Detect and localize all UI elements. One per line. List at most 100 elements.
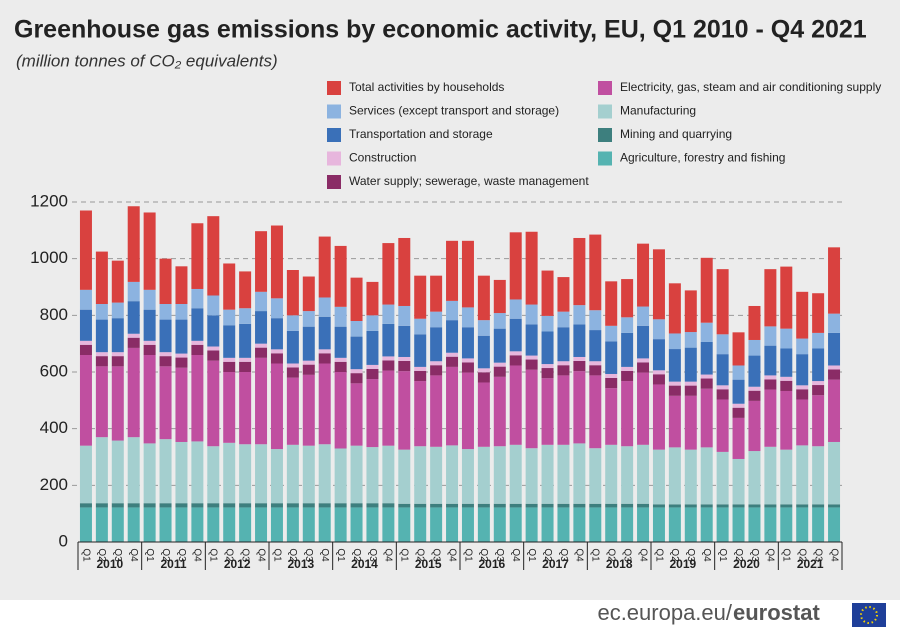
bar-segment (812, 446, 825, 505)
bar-segment (700, 374, 713, 379)
bar-segment (223, 507, 236, 542)
bar-segment (350, 336, 363, 370)
bar-segment (812, 348, 825, 382)
bar-segment (716, 504, 729, 508)
bar-segment (95, 507, 108, 542)
bar-segment (509, 507, 522, 542)
bar-segment (255, 311, 268, 344)
x-tick-label: Q4 (701, 548, 712, 562)
bar-segment (334, 372, 347, 449)
x-tick-label: Q1 (144, 548, 155, 562)
bar-segment (302, 326, 315, 361)
bar-segment (637, 358, 650, 363)
bar-segment (350, 503, 363, 508)
bar-segment (493, 313, 506, 329)
bar-segment (525, 231, 538, 305)
bar-segment (175, 266, 188, 304)
bar-segment (668, 507, 681, 542)
bar-segment (684, 395, 697, 450)
bar-segment (557, 327, 570, 362)
bar-segment (334, 245, 347, 307)
bar-segment (589, 234, 602, 311)
bar-segment (366, 281, 379, 316)
bar-segment (461, 327, 474, 359)
x-tick-label: Q3 (112, 548, 123, 562)
bar-segment (780, 390, 793, 450)
bar-segment (493, 376, 506, 447)
bar-segment (812, 385, 825, 396)
bar-segment (79, 503, 92, 508)
bar-segment (684, 449, 697, 505)
bar-segment (223, 372, 236, 443)
bar-segment (430, 375, 443, 447)
bar-segment (796, 445, 809, 505)
bar-segment (652, 384, 665, 450)
bar-segment (334, 326, 347, 358)
bar-segment (461, 507, 474, 542)
bar-segment (557, 361, 570, 366)
bar-segment (239, 308, 252, 324)
bar-segment (382, 445, 395, 504)
bar-segment (525, 304, 538, 325)
x-tick-label: Q2 (224, 548, 235, 562)
bar-segment (398, 325, 411, 357)
bar-segment (652, 370, 665, 375)
bar-segment (143, 289, 156, 310)
x-tick-label: Q4 (574, 548, 585, 562)
x-tick-label: Q4 (637, 548, 648, 562)
bar-segment (255, 231, 268, 292)
bar-segment (637, 503, 650, 508)
bar-segment (382, 243, 395, 305)
bar-segment (525, 507, 538, 542)
x-tick-label: Q4 (828, 548, 839, 562)
bar-segment (239, 507, 252, 542)
bar-segment (589, 310, 602, 331)
bar-segment (334, 507, 347, 542)
bar-segment (621, 279, 634, 318)
bar-segment (239, 357, 252, 362)
bar-segment (828, 441, 841, 505)
x-tick-label: Q4 (255, 548, 266, 562)
bar-segment (652, 504, 665, 508)
bar-segment (446, 352, 459, 357)
bar-segment (525, 355, 538, 360)
bar-segment (270, 353, 283, 364)
bar-segment (716, 399, 729, 452)
source-brand: eurostat (733, 600, 820, 625)
bar-segment (557, 365, 570, 376)
bar-segment (509, 351, 522, 356)
bar-segment (430, 311, 443, 328)
bar-segment (605, 377, 618, 389)
bar-segment (366, 330, 379, 365)
bar-segment (159, 356, 172, 367)
bar-segment (127, 347, 140, 438)
bar-segment (716, 389, 729, 400)
chart-subtitle: (million tonnes of CO₂ equivalents) (16, 51, 278, 70)
bar-segment (732, 365, 745, 380)
bar-segment (477, 275, 490, 321)
bar-segment (652, 339, 665, 371)
bar-segment (828, 504, 841, 508)
bar-segment (446, 320, 459, 353)
bar-segment (175, 357, 188, 368)
bar-segment (382, 360, 395, 371)
bar-segment (716, 269, 729, 335)
x-tick-label: Q2 (351, 548, 362, 562)
bar-segment (334, 357, 347, 362)
bar-segment (79, 344, 92, 355)
bar-segment (461, 307, 474, 328)
bar-segment (334, 306, 347, 327)
bar-segment (398, 507, 411, 542)
x-tick-label: Q4 (128, 548, 139, 562)
bar-segment (461, 358, 474, 363)
bar-segment (350, 383, 363, 446)
x-tick-label: Q3 (749, 548, 760, 562)
bar-segment (366, 315, 379, 331)
bar-segment (796, 504, 809, 508)
bar-segment (159, 439, 172, 504)
legend-swatch (598, 128, 612, 142)
legend-label: Manufacturing (620, 104, 696, 118)
bar-segment (589, 375, 602, 449)
bar-segment (270, 363, 283, 450)
